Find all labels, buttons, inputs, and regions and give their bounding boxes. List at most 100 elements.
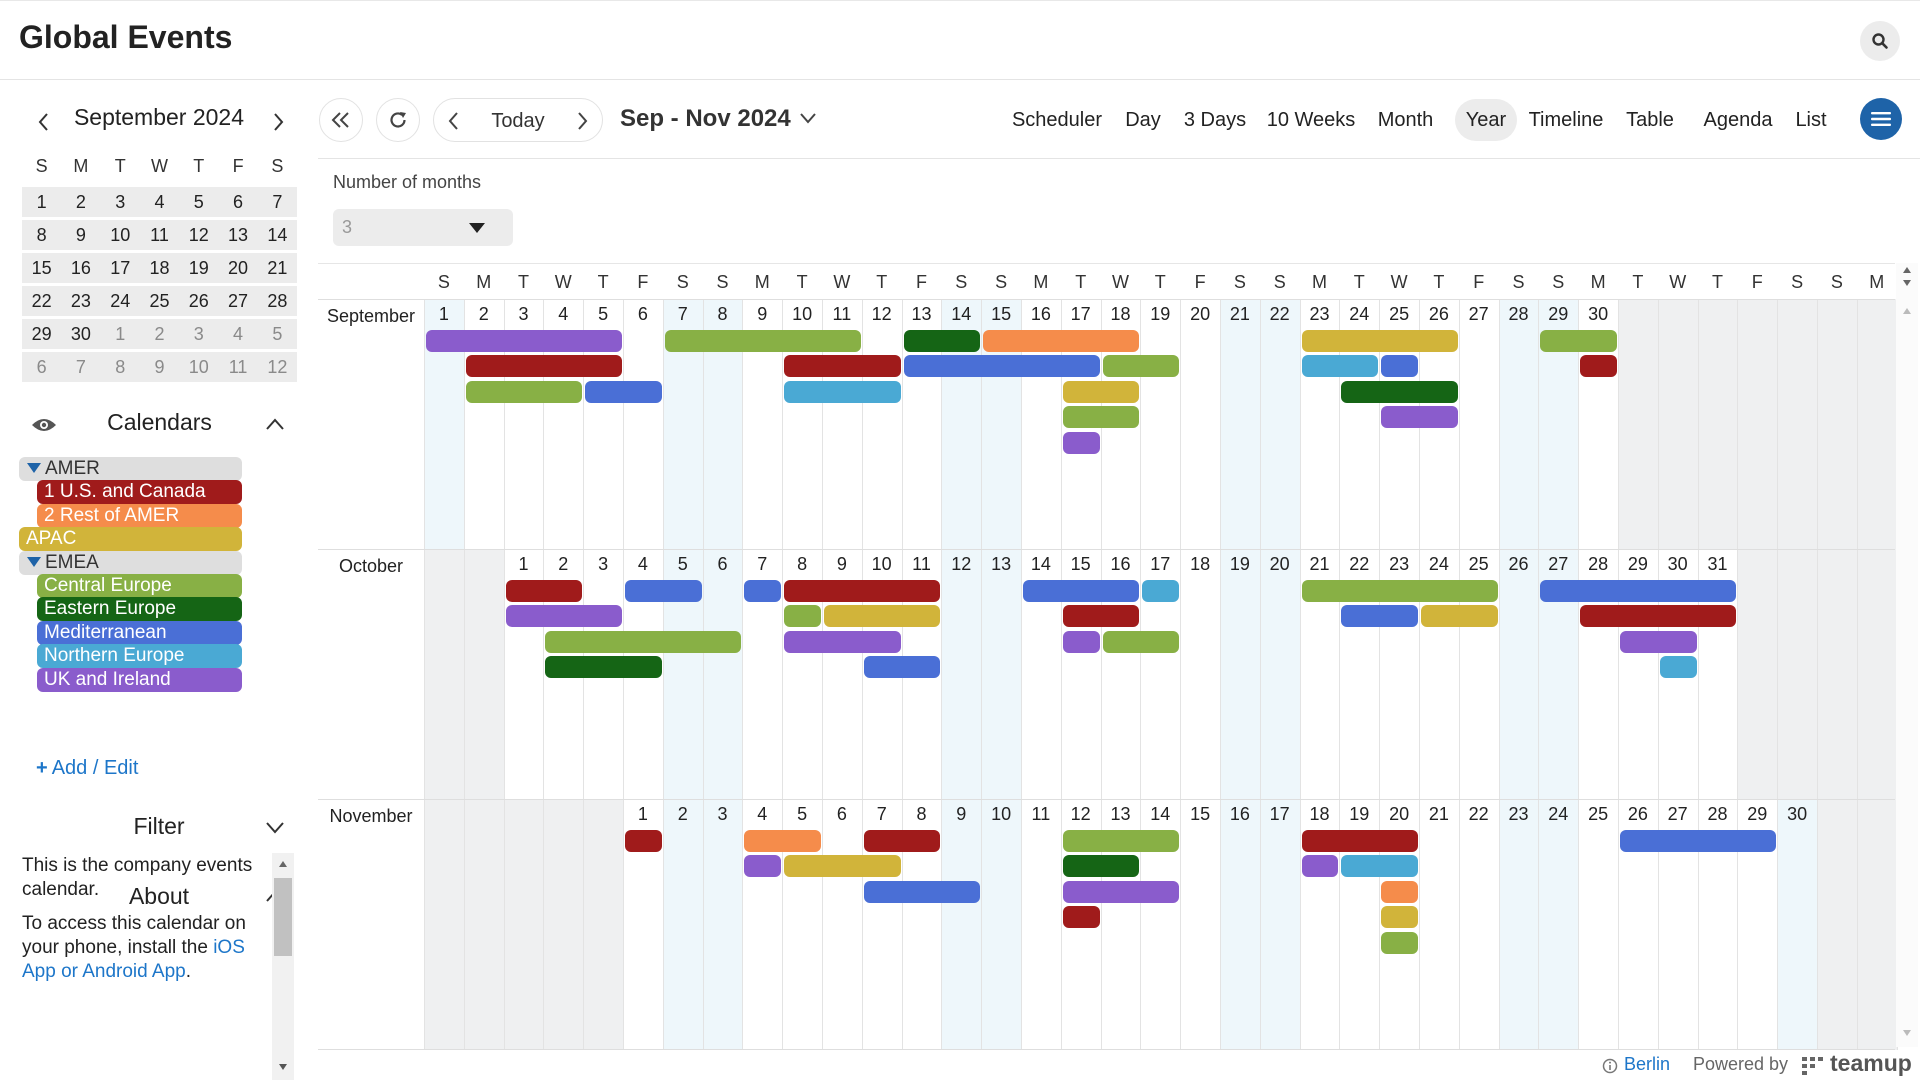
calendar-event[interactable] xyxy=(1381,931,1418,954)
calendar-event[interactable] xyxy=(903,330,981,352)
day-number[interactable]: 1 xyxy=(518,554,529,574)
calendar-event[interactable] xyxy=(1102,355,1180,378)
calendar-event[interactable] xyxy=(1062,855,1140,878)
view-3-days-button[interactable]: 3 Days xyxy=(1183,109,1247,131)
calendar-event[interactable] xyxy=(1341,855,1418,878)
eye-icon[interactable] xyxy=(31,417,57,433)
calendar-event[interactable] xyxy=(1659,656,1697,679)
day-number[interactable]: 9 xyxy=(757,304,768,324)
calendar-event[interactable] xyxy=(824,605,941,628)
calendar-event[interactable] xyxy=(585,380,662,403)
calendar-event[interactable] xyxy=(1381,355,1418,378)
day-number[interactable]: 6 xyxy=(836,804,847,824)
calendar-event[interactable] xyxy=(1301,330,1458,352)
mini-cal-day[interactable]: 10 xyxy=(179,352,219,382)
calendar-event[interactable] xyxy=(1540,330,1617,352)
day-number[interactable]: 20 xyxy=(1389,804,1410,824)
day-number[interactable]: 5 xyxy=(598,304,609,324)
mini-cal-day[interactable]: 17 xyxy=(100,253,140,283)
day-number[interactable]: 23 xyxy=(1389,554,1410,574)
day-number[interactable]: 26 xyxy=(1508,554,1529,574)
day-number[interactable]: 12 xyxy=(951,554,972,574)
mini-cal-day[interactable]: 21 xyxy=(257,253,297,283)
timezone-link[interactable]: Berlin xyxy=(1624,1054,1671,1074)
calendar-event[interactable] xyxy=(1381,906,1418,929)
day-number[interactable]: 12 xyxy=(871,304,892,324)
mini-cal-day[interactable]: 12 xyxy=(257,352,297,382)
day-number[interactable]: 29 xyxy=(1747,804,1768,824)
day-number[interactable]: 22 xyxy=(1269,304,1290,324)
mini-cal-day[interactable]: 11 xyxy=(218,352,258,382)
calendar-event[interactable] xyxy=(744,855,782,878)
day-number[interactable]: 21 xyxy=(1309,554,1330,574)
mini-cal-day[interactable]: 5 xyxy=(179,187,219,217)
calendar-event[interactable] xyxy=(545,630,742,653)
mini-cal-day[interactable]: 9 xyxy=(61,220,101,250)
day-number[interactable]: 17 xyxy=(1150,554,1171,574)
mini-cal-day[interactable]: 26 xyxy=(179,286,219,316)
calendar-event[interactable] xyxy=(1062,906,1100,929)
mini-cal-day[interactable]: 27 xyxy=(218,286,258,316)
mini-cal-day[interactable]: 7 xyxy=(257,187,297,217)
calendar-event[interactable] xyxy=(1381,406,1458,429)
months-count-select[interactable]: 3 xyxy=(333,209,513,246)
day-number[interactable]: 27 xyxy=(1667,804,1688,824)
mini-cal-day[interactable]: 6 xyxy=(218,187,258,217)
mini-cal-day[interactable]: 23 xyxy=(61,286,101,316)
mini-cal-day[interactable]: 8 xyxy=(100,352,140,382)
day-number[interactable]: 15 xyxy=(991,304,1012,324)
mini-cal-day[interactable]: 2 xyxy=(139,319,180,349)
day-number[interactable]: 16 xyxy=(1110,554,1131,574)
day-number[interactable]: 1 xyxy=(438,304,449,324)
day-number[interactable]: 18 xyxy=(1190,554,1211,574)
calendar-item[interactable]: Eastern Europe xyxy=(37,597,242,622)
calendar-event[interactable] xyxy=(784,355,901,378)
calendar-event[interactable] xyxy=(1062,605,1140,628)
day-number[interactable]: 7 xyxy=(677,304,688,324)
calendar-event[interactable] xyxy=(1102,630,1180,653)
day-number[interactable]: 8 xyxy=(916,804,927,824)
day-number[interactable]: 6 xyxy=(637,304,648,324)
day-number[interactable]: 18 xyxy=(1110,304,1131,324)
day-number[interactable]: 3 xyxy=(717,804,728,824)
view-scheduler-button[interactable]: Scheduler xyxy=(1011,109,1103,131)
day-number[interactable]: 13 xyxy=(911,304,932,324)
filter-toggle[interactable] xyxy=(262,814,288,840)
view-year-button[interactable]: Year xyxy=(1455,99,1517,141)
day-number[interactable]: 18 xyxy=(1309,804,1330,824)
mini-cal-day[interactable]: 20 xyxy=(218,253,258,283)
day-number[interactable]: 31 xyxy=(1707,554,1728,574)
mini-cal-day[interactable]: 12 xyxy=(179,220,219,250)
day-number[interactable]: 13 xyxy=(991,554,1012,574)
calendar-event[interactable] xyxy=(1062,830,1180,852)
mini-cal-day[interactable]: 19 xyxy=(179,253,219,283)
day-number[interactable]: 7 xyxy=(876,804,887,824)
day-number[interactable]: 5 xyxy=(677,554,688,574)
day-number[interactable]: 20 xyxy=(1190,304,1211,324)
calendar-event[interactable] xyxy=(863,656,941,679)
day-number[interactable]: 1 xyxy=(637,804,648,824)
about-scrollbar[interactable] xyxy=(272,853,294,1080)
mini-cal-prev-button[interactable] xyxy=(29,107,59,137)
calendar-event[interactable] xyxy=(784,605,821,628)
about-title[interactable]: About xyxy=(128,883,190,909)
mini-cal-day[interactable]: 6 xyxy=(22,352,62,382)
filter-title[interactable]: Filter xyxy=(133,813,185,839)
refresh-button[interactable] xyxy=(376,98,420,142)
mini-cal-day[interactable]: 18 xyxy=(139,253,180,283)
view-agenda-button[interactable]: Agenda xyxy=(1703,109,1773,131)
view-list-button[interactable]: List xyxy=(1795,109,1827,131)
mini-cal-day[interactable]: 30 xyxy=(61,319,101,349)
mini-cal-day[interactable]: 14 xyxy=(257,220,297,250)
mini-cal-day[interactable]: 1 xyxy=(22,187,62,217)
day-number[interactable]: 5 xyxy=(797,804,808,824)
next-range-button[interactable] xyxy=(562,99,602,143)
day-number[interactable]: 17 xyxy=(1070,304,1091,324)
calendar-event[interactable] xyxy=(1062,630,1100,653)
day-number[interactable]: 16 xyxy=(1229,804,1250,824)
day-number[interactable]: 28 xyxy=(1588,554,1609,574)
mini-cal-day[interactable]: 3 xyxy=(179,319,219,349)
calendar-event[interactable] xyxy=(1301,830,1418,852)
date-range-title[interactable]: Sep - Nov 2024 xyxy=(620,105,791,132)
day-number[interactable]: 28 xyxy=(1508,304,1529,324)
